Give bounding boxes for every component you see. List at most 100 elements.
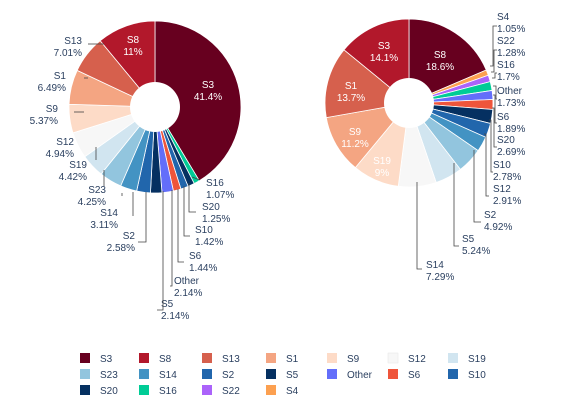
legend-swatch [202, 385, 212, 395]
slice-label-s10: S10 2.78% [493, 160, 521, 183]
legend-swatch [139, 385, 149, 395]
legend-label: S13 [222, 354, 240, 365]
legend-swatch [139, 369, 149, 379]
leader-line [490, 25, 497, 67]
legend-swatch [448, 369, 458, 379]
slice-label-s9: S9 11.2% [341, 127, 369, 150]
legend-label: S12 [408, 354, 426, 365]
legend-item-other[interactable]: Other [327, 369, 373, 381]
legend-item-s10[interactable]: S10 [448, 369, 486, 381]
legend-item-s8[interactable]: S8 [139, 353, 172, 365]
legend-swatch [202, 353, 212, 363]
legend-swatch [266, 385, 276, 395]
legend-item-s1[interactable]: S1 [266, 353, 299, 365]
legend-swatch [202, 369, 212, 379]
legend-swatch [80, 385, 90, 395]
legend-item-s9[interactable]: S9 [327, 353, 360, 365]
pie-slice-s3[interactable] [343, 18, 410, 104]
legend-label: S6 [408, 370, 421, 381]
slice-label-s5: S5 5.24% [462, 234, 490, 257]
leader-line [473, 150, 481, 223]
donut-hole [130, 82, 180, 132]
leader-line [416, 182, 422, 270]
legend-swatch [327, 353, 337, 363]
legend-item-s16[interactable]: S16 [139, 385, 177, 397]
slice-label-s19: S19 4.42% [59, 160, 88, 183]
slice-label-s14: S14 7.29% [426, 260, 454, 283]
legend-label: S19 [468, 354, 486, 365]
legend-label: S14 [159, 370, 177, 381]
legend-item-s3[interactable]: S3 [80, 353, 113, 365]
leader-line [493, 94, 497, 124]
legend-item-s23[interactable]: S23 [80, 369, 118, 381]
legend-label: S10 [468, 370, 486, 381]
legend-label: S9 [347, 354, 360, 365]
legend-swatch [80, 369, 90, 379]
leader-line [492, 72, 497, 79]
leader-line [492, 107, 497, 148]
leader-line [491, 49, 497, 73]
slice-label-s16: S16 1.7% [497, 60, 520, 83]
slice-label-other: Other 2.14% [174, 276, 202, 299]
leader-line [484, 133, 489, 197]
legend-swatch [80, 353, 90, 363]
leader-line [170, 190, 173, 287]
slice-label-s12: S12 2.91% [493, 184, 521, 207]
slice-label-s6: S6 1.89% [497, 112, 525, 135]
legend-item-s6[interactable]: S6 [388, 369, 421, 381]
legend-swatch [388, 369, 398, 379]
leader-line [138, 192, 147, 243]
leader-line [157, 191, 164, 311]
slice-label-s2: S2 2.58% [107, 231, 136, 254]
legend-item-s20[interactable]: S20 [80, 385, 118, 397]
slice-label-s19: S19 9% [373, 156, 391, 179]
legend-label: S22 [222, 386, 240, 397]
pie-chart-1: S3 41.4% S8 11% S13 7.01% S1 6.49% S9 5.37% S12 4.9… [30, 20, 242, 322]
legend-label: S1 [286, 354, 299, 365]
slice-label-s9: S9 5.37% [30, 104, 59, 127]
pie-slice-s3[interactable] [154, 20, 242, 182]
legend-item-s22[interactable]: S22 [202, 385, 240, 397]
pie-slice-s8[interactable] [408, 18, 487, 104]
legend-label: S4 [286, 386, 299, 397]
legend-item-s19[interactable]: S19 [448, 353, 486, 365]
slice-label-s23: S23 4.25% [78, 185, 107, 208]
slice-label-s2: S2 4.92% [484, 210, 512, 233]
slice-label-s8: S8 11% [123, 35, 142, 58]
legend-item-s2[interactable]: S2 [202, 369, 235, 381]
slice-label-s22: S22 1.28% [497, 36, 525, 59]
slice-label-s12: S12 4.94% [46, 137, 75, 160]
legend-item-s14[interactable]: S14 [139, 369, 177, 381]
slice-label-s3: S3 14.1% [370, 41, 398, 64]
legend-label: S16 [159, 386, 177, 397]
slice-label-s3: S3 41.4% [194, 80, 222, 103]
legend-label: S20 [100, 386, 118, 397]
donut-hole [384, 78, 434, 128]
slice-label-s8: S8 18.6% [426, 50, 454, 73]
slice-label-s1: S1 13.7% [337, 81, 365, 104]
slice-label-s16: S16 1.07% [206, 178, 234, 201]
legend-swatch [139, 353, 149, 363]
legend-label: Other [347, 370, 373, 381]
legend: S3 S8 S13 S1 S9 S12 S19 S23 S14 S2 S5 Other S6 S10 S20… [80, 352, 486, 397]
legend-item-s13[interactable]: S13 [202, 353, 240, 365]
leader-line [183, 186, 190, 237]
legend-swatch [266, 369, 276, 379]
slice-label-s20: S20 1.25% [202, 202, 230, 225]
leader-line [453, 163, 459, 247]
slice-label-s13: S13 7.01% [54, 36, 83, 59]
slice-label-s6: S6 1.44% [189, 251, 217, 274]
legend-item-s12[interactable]: S12 [387, 352, 426, 365]
pie-slice-s8[interactable] [99, 20, 156, 109]
slice-label-s4: S4 1.05% [497, 12, 525, 35]
slice-label-s14: S14 3.11% [90, 208, 118, 231]
leader-line [489, 119, 493, 173]
legend-label: S23 [100, 370, 118, 381]
slice-label-s1: S1 6.49% [38, 71, 67, 94]
slice-label-s20: S20 2.69% [497, 135, 525, 158]
legend-item-s5[interactable]: S5 [266, 369, 299, 381]
legend-label: S5 [286, 370, 299, 381]
legend-item-s4[interactable]: S4 [266, 385, 299, 397]
